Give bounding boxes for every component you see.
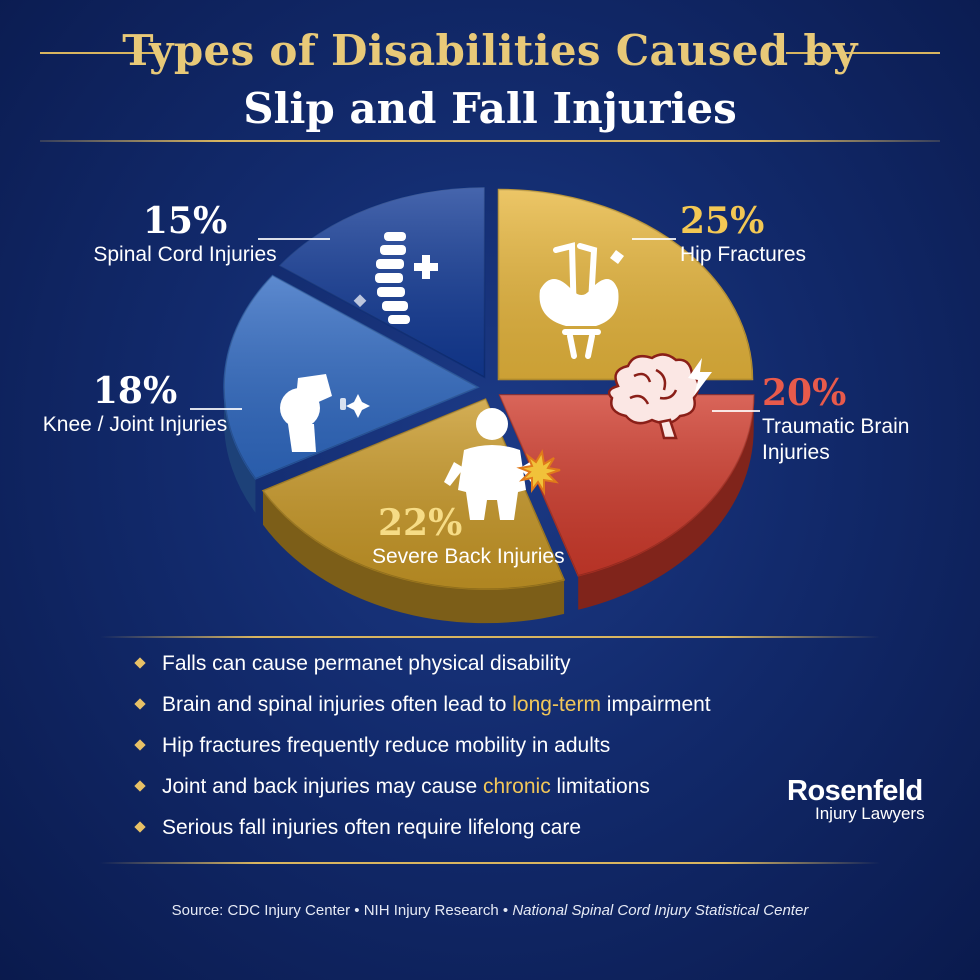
label-knee: 18% Knee / Joint Injuries: [40, 370, 230, 438]
divider-top: [100, 636, 880, 638]
name-spinal: Spinal Cord Injuries: [93, 243, 277, 266]
name-knee: Knee / Joint Injuries: [42, 413, 228, 436]
bullet-list: Falls can cause permanet physical disabi…: [134, 652, 711, 857]
diamond-bullet-icon: [134, 698, 146, 710]
bullet-text-pre: Joint and back injuries may cause: [162, 775, 483, 798]
brain-icon: [607, 353, 700, 440]
lightning-icon: [688, 358, 712, 396]
source-label: Source:: [171, 902, 224, 919]
chart-title-line1: Types of Disabilities Caused by: [122, 26, 858, 75]
slice-side-knee: [224, 387, 256, 513]
pie-chart: [223, 186, 755, 624]
bullet-item: Serious fall injuries often require life…: [134, 816, 711, 857]
name-brain-1: Traumatic Brain: [762, 415, 910, 438]
divider-bottom: [100, 862, 880, 864]
diamond-bullet-icon: [134, 657, 146, 669]
diamond-bullet-icon: [134, 821, 146, 833]
bullet-highlight: long-term: [512, 693, 601, 716]
name-back: Severe Back Injuries: [372, 545, 565, 568]
leader-line-brain: [712, 410, 760, 412]
bullet-text-post: impairment: [600, 693, 711, 716]
bullet-item: Joint and back injuries may cause chroni…: [134, 775, 711, 816]
label-spinal: 15% Spinal Cord Injuries: [90, 200, 280, 268]
pct-brain: 20%: [762, 372, 847, 414]
chart-title-line2: Slip and Fall Injuries: [243, 84, 737, 133]
pain-burst-icon: [516, 449, 561, 496]
label-brain: 20% Traumatic Brain Injuries: [762, 372, 932, 466]
pct-spinal: 15%: [142, 200, 228, 242]
bullet-item: Brain and spinal injuries often lead to …: [134, 693, 711, 734]
pct-back: 22%: [378, 502, 463, 544]
slice-side-brain: [578, 395, 754, 610]
slice-knee: [223, 274, 480, 513]
brand-logo: Rosenfeld Injury Lawyers: [787, 775, 925, 824]
slice-gloss-hip: [498, 189, 753, 380]
source-sep-1: •: [354, 902, 360, 919]
diamond-bullet-icon: [134, 780, 146, 792]
bullet-text: Hip fractures frequently reduce mobility…: [162, 734, 611, 757]
label-hip: 25% Hip Fractures: [680, 200, 830, 268]
source-cdc: CDC Injury Center: [227, 902, 351, 919]
name-brain-2: Injuries: [762, 441, 830, 464]
logo-name: Rosenfeld: [787, 775, 923, 807]
bullet-item: Hip fractures frequently reduce mobility…: [134, 734, 711, 775]
slice-hip: [497, 188, 754, 381]
bullet-text-post: limitations: [550, 775, 650, 798]
slice-side-back: [263, 490, 565, 624]
title-rule-right: [786, 52, 940, 54]
slice-brain: [498, 394, 755, 610]
source-nih: NIH Injury Research: [363, 902, 499, 919]
bullet-highlight: chronic: [483, 775, 551, 798]
slice-gloss-knee: [224, 275, 479, 479]
bullet-text: Serious fall injuries often require life…: [162, 816, 582, 839]
leader-line-hip: [632, 238, 676, 240]
pct-hip: 25%: [680, 200, 765, 242]
leader-line-knee: [190, 408, 242, 410]
source-nscisc: National Spinal Cord Injury Statistical …: [512, 902, 809, 919]
logo-sub: Injury Lawyers: [815, 804, 925, 823]
bullet-text: Falls can cause permanet physical disabi…: [162, 652, 571, 675]
title-underline: [40, 140, 940, 142]
bullet-item: Falls can cause permanet physical disabi…: [134, 652, 711, 693]
source-sep-2: •: [502, 902, 509, 919]
bullet-text-pre: Brain and spinal injuries often lead to: [162, 693, 513, 716]
leader-line-spinal: [258, 238, 330, 240]
crutch-pelvis-icon: [539, 242, 624, 359]
diamond-bullet-icon: [134, 739, 146, 751]
spine-icon: [353, 232, 438, 324]
knee-joint-icon: [280, 374, 370, 452]
label-back: 22% Severe Back Injuries: [372, 502, 572, 570]
name-hip: Hip Fractures: [680, 243, 807, 266]
slice-gloss-brain: [499, 395, 754, 576]
title-rule-left: [40, 52, 158, 54]
source-line: Source: CDC Injury Center • NIH Injury R…: [0, 902, 980, 919]
pct-knee: 18%: [92, 370, 178, 412]
